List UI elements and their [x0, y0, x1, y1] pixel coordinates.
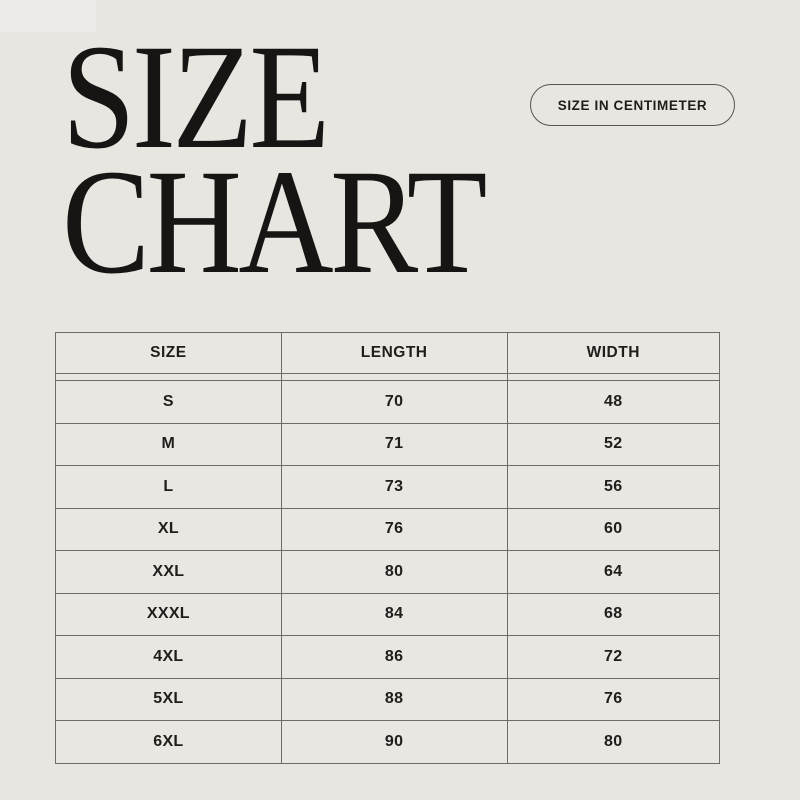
size-cell: XL	[55, 507, 282, 551]
width-cell: 60	[506, 507, 720, 551]
size-cell: L	[55, 465, 282, 509]
size-table-body: S 70 48 M 71 52 L 73 56 XL 76 60 XXL 80	[55, 373, 720, 764]
width-cell: 52	[506, 422, 720, 466]
header-cell-size: SIZE	[55, 332, 282, 374]
width-cell: 68	[506, 592, 720, 636]
page-title-line2: CHART	[62, 139, 487, 305]
length-cell: 70	[280, 380, 508, 424]
table-row: XL 76 60	[55, 507, 720, 551]
length-cell: 71	[280, 422, 508, 466]
width-cell: 76	[506, 677, 720, 721]
size-cell: 6XL	[55, 720, 282, 764]
size-cell: XXXL	[55, 592, 282, 636]
header-body-gap	[55, 373, 720, 381]
size-cell: 5XL	[55, 677, 282, 721]
length-cell: 80	[280, 550, 508, 594]
length-cell: 76	[280, 507, 508, 551]
size-cell: S	[55, 380, 282, 424]
length-cell: 86	[280, 635, 508, 679]
table-row: 6XL 90 80	[55, 720, 720, 764]
header-row: SIZE LENGTH WIDTH	[55, 332, 720, 374]
width-cell: 72	[506, 635, 720, 679]
size-cell: XXL	[55, 550, 282, 594]
width-cell: 56	[506, 465, 720, 509]
header-cell-width: WIDTH	[506, 332, 720, 374]
table-row: L 73 56	[55, 465, 720, 509]
length-cell: 90	[280, 720, 508, 764]
size-cell: 4XL	[55, 635, 282, 679]
table-row: 4XL 86 72	[55, 635, 720, 679]
table-row: XXXL 84 68	[55, 592, 720, 636]
table-row: 5XL 88 76	[55, 677, 720, 721]
length-cell: 84	[280, 592, 508, 636]
unit-badge: SIZE IN CENTIMETER	[530, 84, 735, 126]
table-row: XXL 80 64	[55, 550, 720, 594]
size-table-header: SIZE LENGTH WIDTH	[55, 332, 720, 374]
unit-badge-label: SIZE IN CENTIMETER	[557, 97, 708, 113]
width-cell: 64	[506, 550, 720, 594]
table-row: S 70 48	[55, 380, 720, 424]
page-title-line1: SIZE	[62, 14, 330, 180]
corner-light-patch	[0, 0, 96, 32]
header-cell-length: LENGTH	[280, 332, 508, 374]
size-table: SIZE LENGTH WIDTH S 70 48 M 71 52 L 73	[55, 332, 720, 764]
page-title: SIZE CHART	[62, 14, 487, 305]
size-cell: M	[55, 422, 282, 466]
width-cell: 48	[506, 380, 720, 424]
length-cell: 73	[280, 465, 508, 509]
width-cell: 80	[506, 720, 720, 764]
table-row: M 71 52	[55, 422, 720, 466]
length-cell: 88	[280, 677, 508, 721]
